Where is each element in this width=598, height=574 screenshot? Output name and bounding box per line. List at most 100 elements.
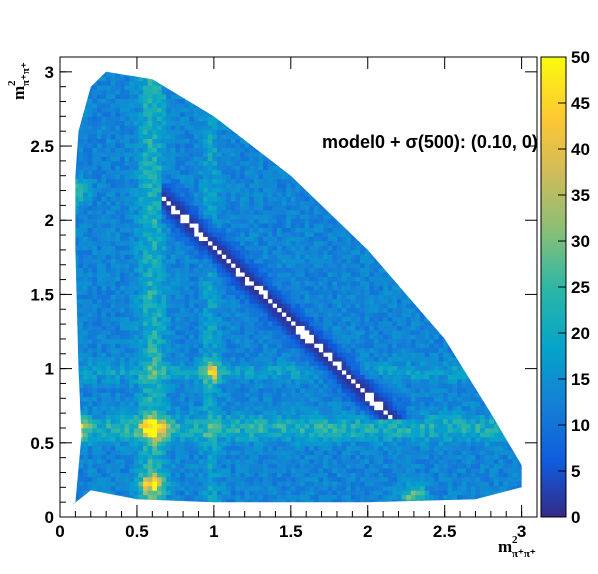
heatmap-cell	[101, 330, 107, 335]
heatmap-cell	[244, 89, 250, 95]
heatmap-cell	[276, 258, 282, 264]
heatmap-cell	[106, 307, 112, 313]
heatmap-cell	[253, 334, 259, 340]
heatmap-cell	[212, 352, 218, 358]
heatmap-cell	[240, 392, 246, 398]
heatmap-cell	[240, 436, 246, 442]
heatmap-cell	[106, 454, 112, 460]
heatmap-cell	[189, 169, 195, 175]
heatmap-cell	[161, 276, 167, 282]
heatmap-cell	[147, 481, 153, 487]
heatmap-cell	[263, 245, 269, 251]
heatmap-cell	[221, 236, 227, 242]
heatmap-cell	[65, 370, 70, 375]
heatmap-cell	[221, 218, 227, 224]
heatmap-cell	[166, 165, 172, 171]
heatmap-cell	[244, 85, 250, 91]
heatmap-cell	[175, 125, 181, 131]
heatmap-cell	[249, 178, 255, 184]
heatmap-cell	[189, 89, 195, 95]
heatmap-cell	[226, 245, 232, 251]
heatmap-cell	[230, 71, 236, 77]
heatmap-cell	[249, 218, 255, 224]
heatmap-cell	[166, 147, 172, 153]
heatmap-cell	[272, 472, 278, 478]
heatmap-cell	[72, 463, 75, 469]
heatmap-cell	[133, 405, 139, 411]
heatmap-cell	[230, 370, 236, 375]
heatmap-cell	[72, 427, 75, 433]
heatmap-cell	[129, 254, 135, 260]
heatmap-cell	[253, 485, 259, 491]
heatmap-cell	[72, 445, 75, 451]
heatmap-cell	[221, 499, 227, 505]
heatmap-cell	[110, 383, 116, 389]
heatmap-cell	[230, 254, 236, 260]
heatmap-cell	[92, 254, 98, 260]
heatmap-cell	[73, 361, 79, 367]
heatmap-cell	[138, 71, 144, 73]
heatmap-cell	[170, 125, 176, 131]
heatmap-cell	[96, 71, 102, 73]
heatmap-cell	[152, 468, 158, 473]
heatmap-cell	[253, 156, 259, 162]
heatmap-cell	[258, 494, 264, 500]
heatmap-cell	[244, 468, 250, 473]
heatmap-cell	[198, 370, 204, 375]
heatmap-cell	[263, 445, 269, 451]
heatmap-cell	[180, 401, 186, 407]
heatmap-cell	[249, 481, 255, 487]
heatmap-cell	[166, 450, 172, 456]
heatmap-cell	[226, 111, 232, 117]
heatmap-cell	[216, 303, 222, 309]
heatmap-cell	[244, 356, 250, 362]
heatmap-cell	[180, 129, 186, 135]
heatmap-cell	[207, 334, 213, 340]
heatmap-cell	[101, 361, 107, 367]
heatmap-cell	[203, 441, 209, 447]
heatmap-cell	[129, 196, 135, 202]
heatmap-cell	[230, 361, 236, 367]
heatmap-cell	[152, 227, 158, 233]
heatmap-cell	[138, 396, 144, 402]
heatmap-cell	[78, 285, 84, 291]
heatmap-cell	[73, 463, 79, 469]
heatmap-cell	[138, 98, 144, 104]
heatmap-cell	[143, 183, 149, 188]
heatmap-cell	[96, 192, 102, 197]
heatmap-cell	[268, 54, 273, 59]
heatmap-cell	[258, 419, 264, 424]
heatmap-cell	[73, 214, 79, 220]
heatmap-cell	[212, 103, 218, 108]
heatmap-cell	[235, 508, 240, 513]
heatmap-cell	[115, 289, 121, 295]
heatmap-cell	[221, 472, 227, 478]
heatmap-cell	[221, 76, 227, 82]
heatmap-cell	[166, 187, 172, 193]
heatmap-cell	[226, 285, 232, 291]
heatmap-cell	[267, 503, 273, 506]
heatmap-cell	[207, 98, 213, 104]
heatmap-cell	[244, 103, 250, 108]
heatmap-cell	[208, 508, 213, 513]
heatmap-cell	[235, 98, 241, 104]
heatmap-cell	[166, 441, 172, 447]
heatmap-cell	[152, 76, 158, 82]
heatmap-cell	[253, 71, 259, 73]
heatmap-cell	[216, 365, 222, 371]
heatmap-cell	[143, 205, 149, 211]
heatmap-cell	[263, 374, 269, 380]
heatmap-cell	[272, 494, 278, 500]
heatmap-cell	[276, 387, 282, 393]
heatmap-cell	[193, 468, 199, 473]
heatmap-cell	[115, 312, 121, 318]
heatmap-cell	[263, 192, 269, 197]
heatmap-cell	[83, 94, 89, 99]
heatmap-cell	[263, 347, 269, 353]
heatmap-cell	[253, 427, 259, 433]
heatmap-cell	[96, 463, 102, 469]
heatmap-cell	[129, 294, 135, 300]
heatmap-cell	[161, 476, 167, 482]
heatmap-cell	[253, 245, 259, 251]
heatmap-cell	[161, 396, 167, 402]
